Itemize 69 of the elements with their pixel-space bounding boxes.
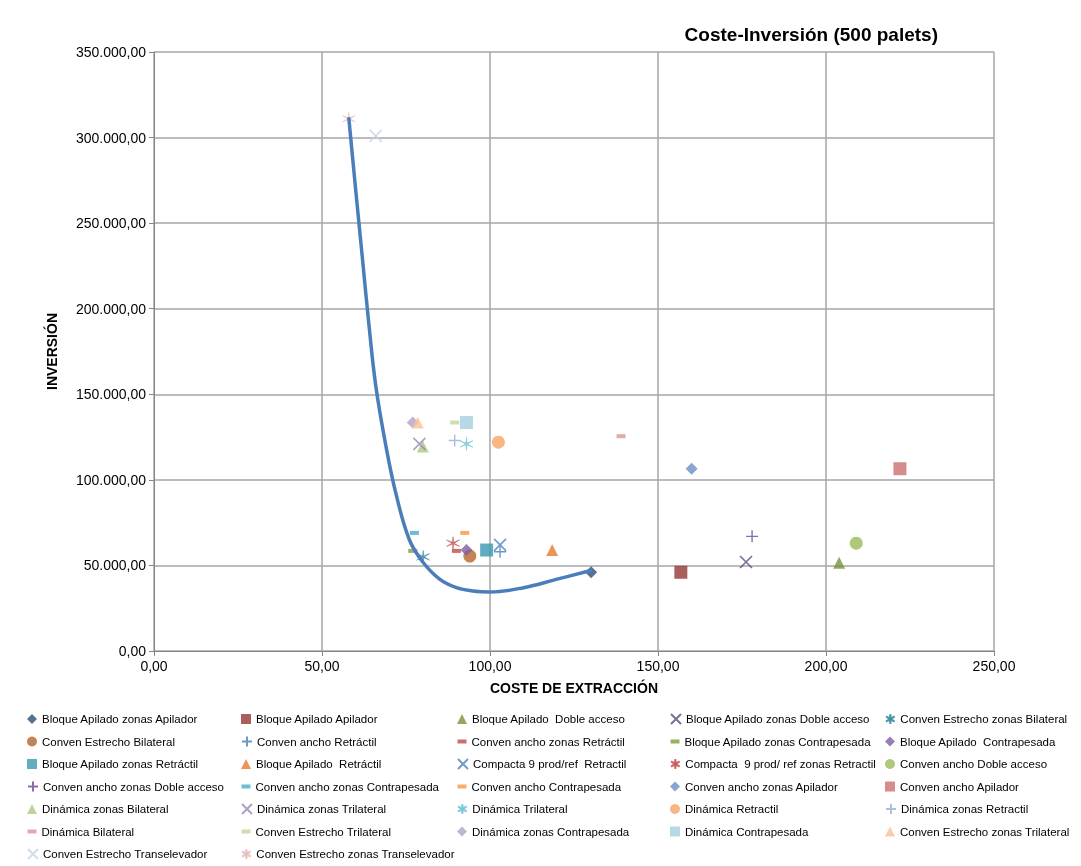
point: [412, 437, 427, 451]
legend-label: Conven ancho Retráctil: [257, 735, 377, 748]
point: [493, 538, 507, 552]
y-tick-label: 100.000,00: [75, 471, 147, 488]
point: [833, 556, 846, 569]
legend-label: Conven Estrecho Trilateral: [255, 825, 392, 838]
legend-label: Dinámica Retractil: [685, 803, 779, 815]
legend-label: Conven ancho zonas Contrapesada: [255, 780, 440, 793]
legend-label: Bloque Apilado zonas Apilador: [42, 713, 198, 725]
legend-label: Bloque Apilado Doble acceso: [472, 713, 625, 725]
y-tick-label: 0,00: [118, 643, 147, 659]
y-tick-label: 300.000,00: [75, 129, 147, 146]
point: [460, 544, 473, 557]
legend-label: Conven Estrecho zonas Transelevador: [256, 848, 455, 860]
x-tick-label: 150,00: [636, 658, 680, 674]
point: [459, 416, 473, 430]
point: [448, 433, 462, 448]
point: [459, 437, 474, 451]
legend-label: Bloque Apilado zonas Doble acceso: [686, 713, 870, 725]
point: [674, 565, 688, 579]
point: [491, 435, 505, 449]
point: [368, 129, 383, 143]
legend-label: Conven ancho zonas Retráctil: [471, 735, 625, 748]
chart-title: Coste-Inversión (500 palets): [684, 24, 939, 45]
legend-label: Conven Estrecho zonas Bilateral: [900, 713, 1068, 725]
legend-label: Conven ancho Contrapesada: [471, 780, 622, 793]
point: [546, 544, 559, 557]
legend-label: Bloque Apilado zonas Contrapesada: [684, 735, 872, 748]
x-tick-label: 0,00: [140, 658, 168, 674]
legend-label: Dinámica zonas Bilateral: [42, 803, 169, 815]
legend-label: Bloque Apilado zonas Retráctil: [42, 758, 198, 770]
x-axis-title: COSTE DE EXTRACCIÓN: [489, 679, 659, 696]
x-tick-label: 200,00: [804, 658, 848, 674]
legend-label: Conven Estrecho Transelevador: [43, 848, 208, 860]
point: [893, 462, 907, 476]
legend-label: Dinámica zonas Trilateral: [257, 803, 387, 815]
legend-label: Dinámica Bilateral: [41, 825, 135, 838]
legend-label: Dinámica Contrapesada: [685, 825, 809, 838]
legend-label: Conven ancho zonas Doble acceso: [43, 780, 224, 793]
legend-label: Compacta 9 prod/ref Retractil: [473, 758, 627, 770]
legend-label: Dinámica Trilateral: [472, 803, 568, 815]
legend-label: Conven Estrecho Bilateral: [42, 735, 175, 748]
point: [446, 536, 460, 550]
point: [739, 555, 753, 569]
legend-label: Conven ancho zonas Apilador: [685, 780, 838, 793]
x-tick-label: 100,00: [468, 658, 512, 674]
legend-label: Conven ancho Apilador: [900, 780, 1020, 793]
point: [745, 529, 759, 544]
legend-label: Bloque Apilado Apilador: [256, 713, 378, 725]
x-tick-label: 250,00: [972, 658, 1016, 674]
legend-label: Bloque Apilado Retráctil: [256, 758, 382, 770]
y-tick-label: 200.000,00: [75, 300, 147, 317]
legend-label: Compacta 9 prod/ ref zonas Retractil: [685, 758, 876, 770]
point: [849, 536, 863, 550]
point: [493, 545, 507, 559]
y-axis-title: INVERSIÓN: [43, 312, 60, 391]
point: [685, 462, 698, 475]
point: [411, 416, 424, 429]
legend-label: Conven Estrecho zonas Trilateral: [900, 825, 1070, 838]
legend-label: Conven ancho Doble acceso: [900, 758, 1048, 770]
legend-label: Dinámica zonas Contrapesada: [472, 825, 630, 838]
x-tick-label: 50,00: [304, 658, 340, 674]
point: [480, 543, 494, 557]
y-tick-label: 50.000,00: [83, 557, 147, 574]
legend-label: Bloque Apilado Contrapesada: [900, 735, 1056, 748]
y-tick-label: 350.000,00: [75, 44, 147, 60]
y-tick-label: 150.000,00: [75, 386, 147, 403]
y-tick-label: 250.000,00: [75, 215, 147, 232]
legend-label: Dinámica zonas Retractil: [901, 803, 1029, 815]
